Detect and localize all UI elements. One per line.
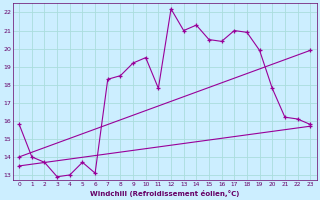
X-axis label: Windchill (Refroidissement éolien,°C): Windchill (Refroidissement éolien,°C) (90, 190, 239, 197)
